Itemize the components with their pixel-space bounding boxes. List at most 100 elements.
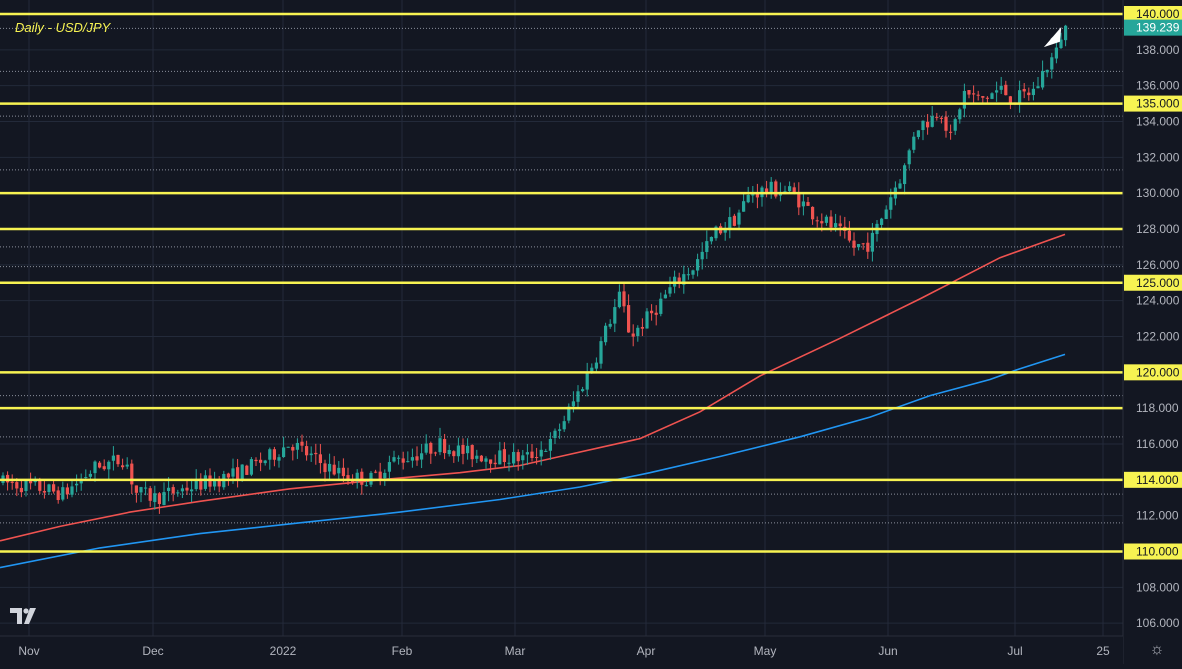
time-tick-label: Jul <box>1007 644 1022 658</box>
candle <box>479 455 483 463</box>
candle <box>516 449 520 471</box>
candle <box>769 177 773 199</box>
candle <box>548 432 552 460</box>
price-tick-label: 128.000 <box>1136 222 1180 236</box>
candle <box>272 446 276 467</box>
price-tick-label: 122.000 <box>1136 330 1180 344</box>
level-price-label: 110.000 <box>1136 545 1179 559</box>
candle <box>199 473 203 496</box>
candle <box>213 471 217 491</box>
candle <box>452 450 456 463</box>
candle <box>636 325 640 342</box>
candle <box>1050 52 1054 79</box>
price-tick-label: 118.000 <box>1136 401 1179 415</box>
candle <box>498 441 502 465</box>
candle <box>930 106 934 128</box>
candle <box>663 289 667 299</box>
candle <box>700 242 704 270</box>
candle <box>898 179 902 189</box>
candle <box>93 460 97 482</box>
candle <box>558 423 562 439</box>
candle <box>696 253 700 277</box>
candle <box>456 437 460 462</box>
price-tick-label: 124.000 <box>1136 294 1180 308</box>
candle <box>852 232 856 256</box>
candle <box>709 236 713 245</box>
candle <box>622 281 626 313</box>
candle <box>1041 60 1045 90</box>
candle <box>921 120 925 141</box>
level-price-label: 140.000 <box>1136 7 1180 21</box>
candle <box>737 209 741 231</box>
time-axis <box>0 636 1123 664</box>
candle <box>944 111 948 138</box>
candle <box>387 455 391 481</box>
candle <box>180 484 184 499</box>
candle <box>282 436 286 458</box>
candle <box>378 462 382 486</box>
candle <box>999 76 1003 94</box>
price-tick-label: 106.000 <box>1136 616 1180 630</box>
candle <box>728 207 732 239</box>
settings-icon[interactable]: ☼ <box>1149 641 1165 658</box>
chart-title: Daily - USD/JPY <box>15 20 111 35</box>
candle <box>916 130 920 140</box>
candle <box>746 186 750 204</box>
candle <box>374 469 378 474</box>
candle <box>981 96 985 104</box>
level-price-label: 135.000 <box>1136 97 1180 111</box>
level-price-badge <box>1124 471 1182 488</box>
candle <box>318 444 322 474</box>
candle <box>576 385 580 409</box>
candle <box>364 480 368 487</box>
candle <box>815 216 819 228</box>
candle <box>599 336 603 369</box>
candle <box>659 292 663 317</box>
candle <box>98 461 102 469</box>
candle <box>682 265 686 294</box>
candle <box>627 294 631 333</box>
candle <box>309 446 313 462</box>
candle <box>985 96 989 104</box>
candle <box>691 269 695 279</box>
candle <box>530 443 534 462</box>
time-tick-label: Nov <box>18 644 39 658</box>
candle <box>861 242 865 250</box>
candle <box>70 479 74 498</box>
price-tick-label: 134.000 <box>1136 115 1180 129</box>
candle <box>884 205 888 220</box>
candle <box>594 357 598 373</box>
level-price-badge <box>1124 364 1182 381</box>
candle <box>958 107 962 124</box>
candle <box>295 438 299 459</box>
candle <box>406 451 410 463</box>
candle <box>765 180 769 198</box>
level-price-badge <box>1124 543 1182 560</box>
candle <box>484 456 488 469</box>
candle <box>185 479 189 496</box>
price-tick-label: 138.000 <box>1136 43 1180 57</box>
candle <box>976 90 980 101</box>
candle <box>461 438 465 465</box>
candle <box>157 492 161 514</box>
candle <box>466 438 470 460</box>
candle <box>654 305 658 326</box>
candle <box>613 298 617 333</box>
candle <box>553 428 557 445</box>
candle <box>139 486 143 503</box>
candle <box>521 449 525 470</box>
candle <box>107 460 111 480</box>
candle <box>111 446 115 471</box>
candle <box>806 197 810 206</box>
candle <box>328 453 332 480</box>
candle <box>723 221 727 241</box>
tradingview-logo-icon[interactable] <box>8 604 38 628</box>
candle <box>148 485 152 507</box>
candle <box>47 483 51 495</box>
candle <box>61 481 65 502</box>
candle <box>263 459 267 466</box>
candle <box>144 481 148 496</box>
candle <box>801 194 805 216</box>
